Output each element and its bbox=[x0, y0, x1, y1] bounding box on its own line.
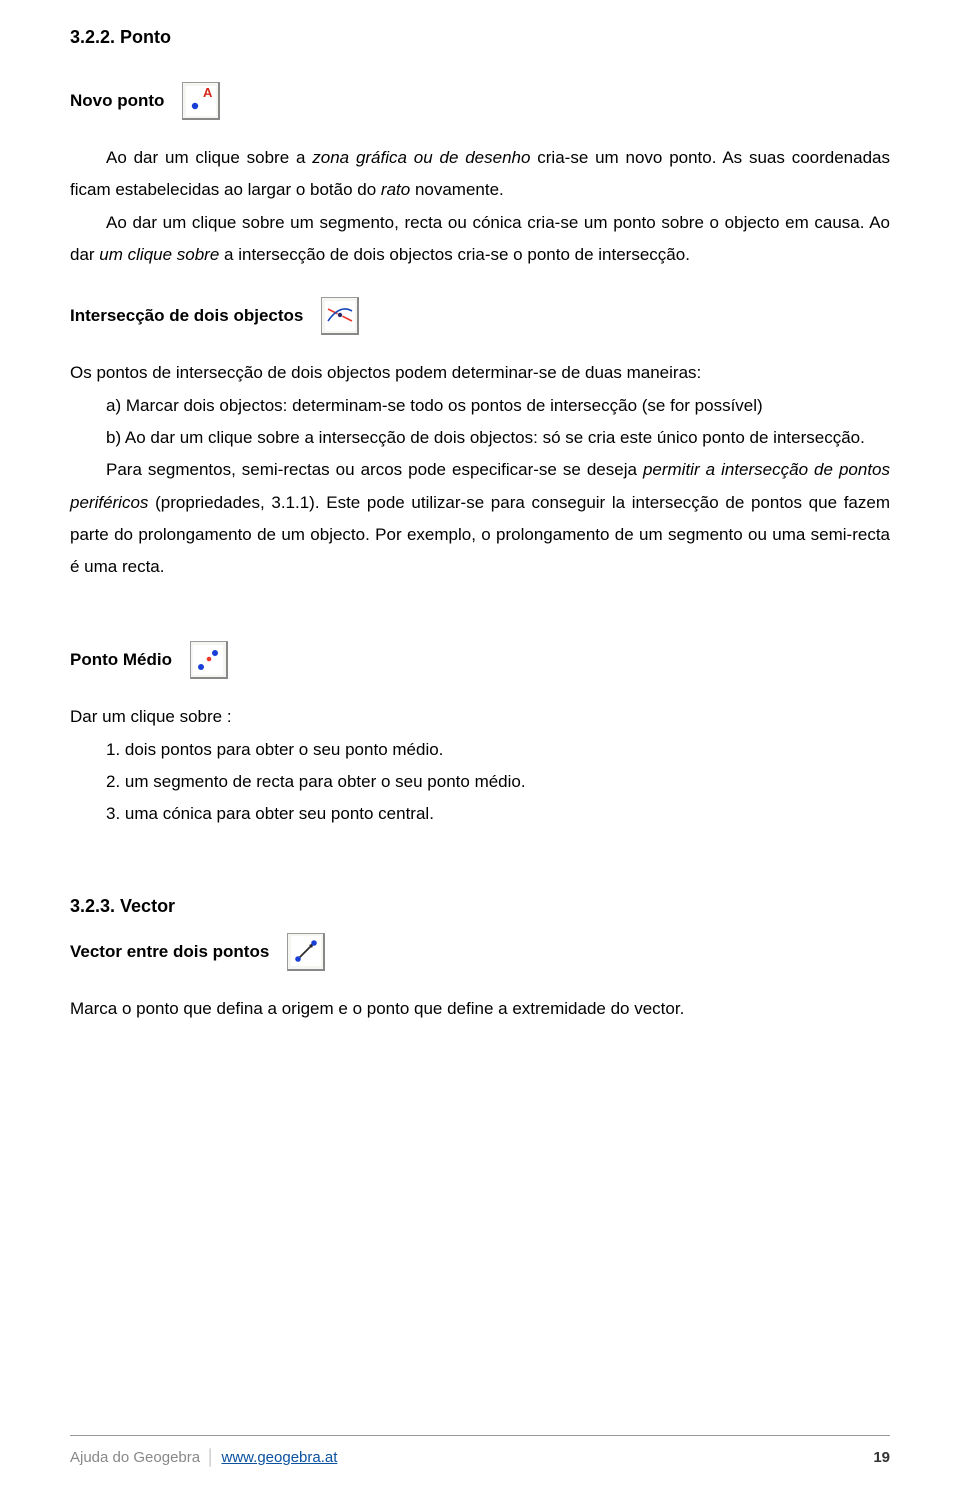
para-vector: Marca o ponto que defina a origem e o po… bbox=[70, 993, 890, 1025]
para-interseccao-intro: Os pontos de intersecção de dois objecto… bbox=[70, 357, 890, 389]
text-italic: zona gráfica ou de desenho bbox=[312, 148, 530, 167]
footer-link[interactable]: www.geogebra.at bbox=[221, 1449, 337, 1466]
text: a intersecção de dois objectos cria-se o… bbox=[219, 245, 690, 264]
text: novamente. bbox=[410, 180, 504, 199]
section-heading-323: 3.2.3. Vector bbox=[70, 889, 890, 923]
text: Ao dar um clique sobre a bbox=[106, 148, 312, 167]
list-item-1: 1. dois pontos para obter o seu ponto mé… bbox=[106, 734, 890, 766]
ponto-medio-paragraphs: Dar um clique sobre : 1. dois pontos par… bbox=[70, 701, 890, 830]
footer-title: Ajuda do Geogebra bbox=[70, 1449, 200, 1466]
footer-left: Ajuda do Geogebra │ www.geogebra.at bbox=[70, 1444, 337, 1473]
svg-text:A: A bbox=[203, 86, 213, 100]
para-ponto-medio-intro: Dar um clique sobre : bbox=[70, 701, 890, 733]
novo-ponto-icon: A bbox=[182, 82, 220, 120]
list-item-2: 2. um segmento de recta para obter o seu… bbox=[106, 766, 890, 798]
subheading-row-novo-ponto: Novo ponto A bbox=[70, 82, 890, 120]
text: (propriedades, 3.1.1). Este pode utiliza… bbox=[70, 493, 890, 577]
interseccao-icon bbox=[321, 297, 359, 335]
subheading-interseccao: Intersecção de dois objectos bbox=[70, 300, 303, 332]
page-footer: Ajuda do Geogebra │ www.geogebra.at 19 bbox=[70, 1435, 890, 1473]
subheading-row-ponto-medio: Ponto Médio bbox=[70, 641, 890, 679]
subheading-vector: Vector entre dois pontos bbox=[70, 936, 269, 968]
list-item-a: a) Marcar dois objectos: determinam-se t… bbox=[106, 390, 890, 422]
ponto-medio-icon bbox=[190, 641, 228, 679]
para-novo-ponto-2: Ao dar um clique sobre um segmento, rect… bbox=[70, 207, 890, 272]
para-interseccao-extra: Para segmentos, semi-rectas ou arcos pod… bbox=[70, 454, 890, 583]
subheading-row-vector: Vector entre dois pontos bbox=[70, 933, 890, 971]
footer-page-number: 19 bbox=[873, 1444, 890, 1473]
subheading-row-interseccao: Intersecção de dois objectos bbox=[70, 297, 890, 335]
section-heading-322: 3.2.2. Ponto bbox=[70, 20, 890, 54]
para-novo-ponto-1: Ao dar um clique sobre a zona gráfica ou… bbox=[70, 142, 890, 207]
text: Para segmentos, semi-rectas ou arcos pod… bbox=[106, 460, 643, 479]
novo-ponto-paragraphs: Ao dar um clique sobre a zona gráfica ou… bbox=[70, 142, 890, 271]
list-item-3: 3. uma cónica para obter seu ponto centr… bbox=[106, 798, 890, 830]
interseccao-paragraphs: Os pontos de intersecção de dois objecto… bbox=[70, 357, 890, 583]
text-italic: rato bbox=[381, 180, 410, 199]
subheading-novo-ponto: Novo ponto bbox=[70, 85, 164, 117]
text-italic: um clique sobre bbox=[99, 245, 219, 264]
list-item-b: b) Ao dar um clique sobre a intersecção … bbox=[106, 422, 890, 454]
subheading-ponto-medio: Ponto Médio bbox=[70, 644, 172, 676]
vector-icon bbox=[287, 933, 325, 971]
footer-divider: │ bbox=[206, 1449, 215, 1466]
